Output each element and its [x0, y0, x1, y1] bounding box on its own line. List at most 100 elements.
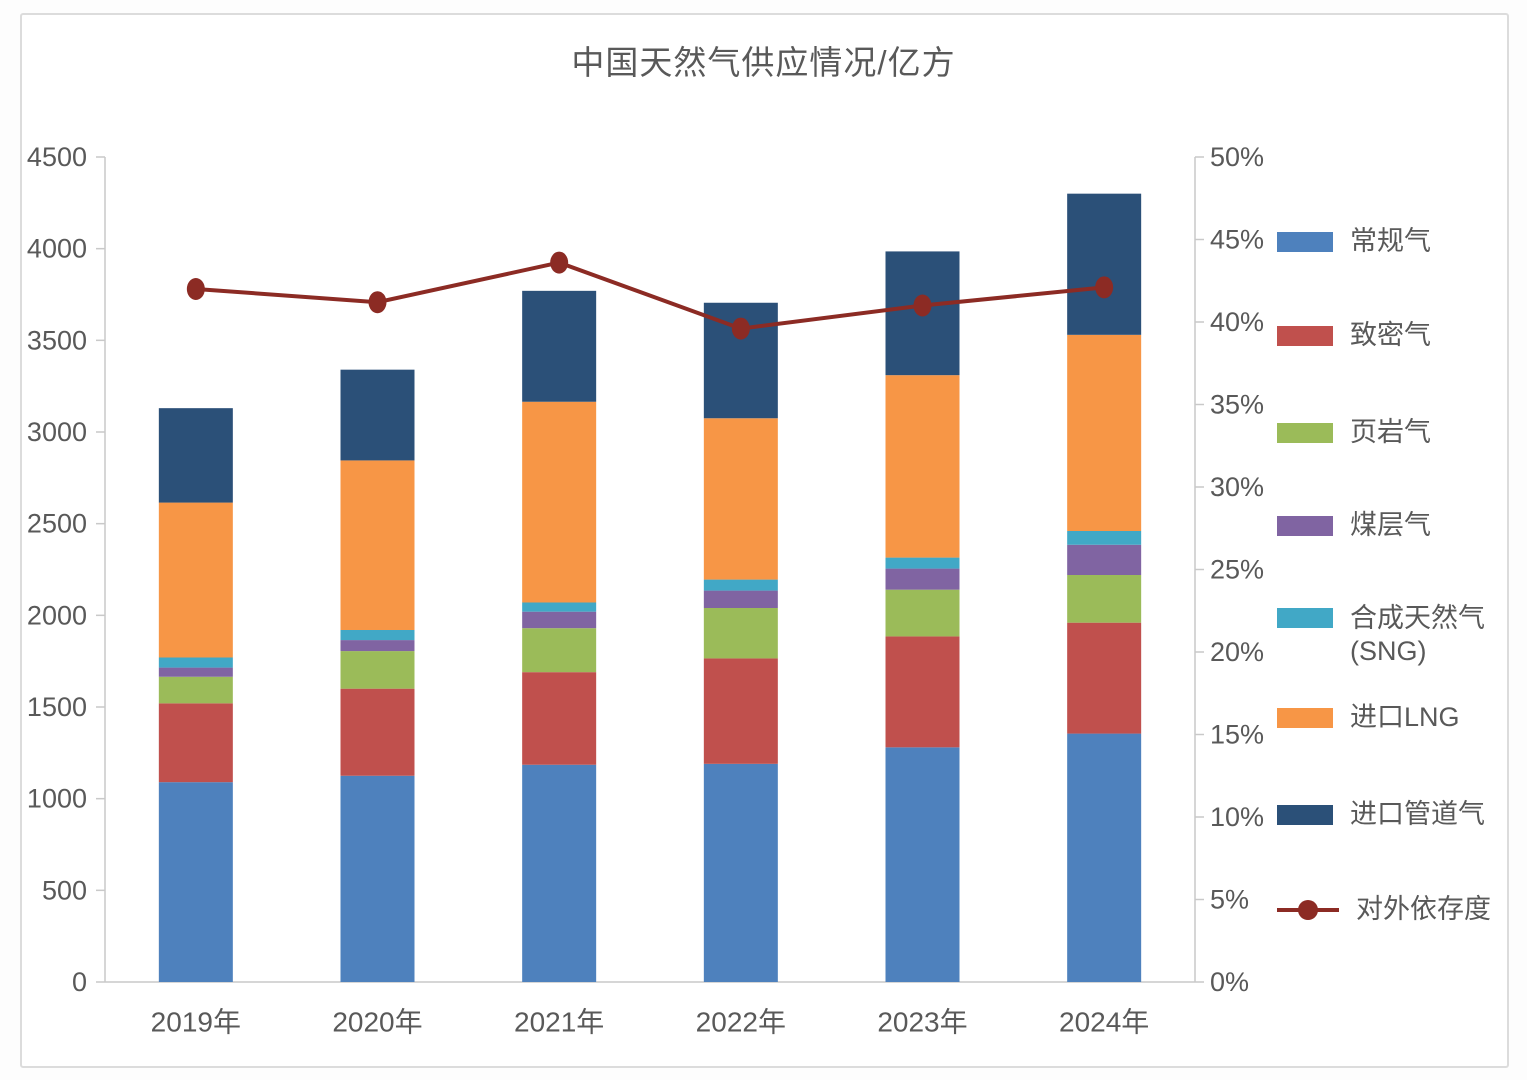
legend-label-imported-lng: 进口LNG: [1350, 702, 1460, 732]
bar-2021年: [522, 290, 597, 982]
x-axis-label: 2023年: [877, 1007, 967, 1038]
bar-segment: [158, 782, 233, 982]
bar-segment: [1067, 334, 1142, 531]
chart-legend: 常规气 致密气 页岩气 煤层气 合成天然气(SNG) 进口LNG 进口管道气: [1277, 0, 1517, 1080]
bar-segment: [885, 375, 960, 558]
bar-segment: [703, 579, 778, 591]
legend-item-tight-gas: 致密气: [1277, 319, 1431, 352]
bar-segment: [158, 667, 233, 677]
bar-segment: [703, 658, 778, 764]
legend-label-external-dependence: 对外依存度: [1356, 894, 1491, 924]
legend-swatch-imported-lng: [1277, 707, 1333, 728]
right-axis-tick-label: 50%: [1210, 142, 1264, 172]
legend-label-conventional-gas: 常规气: [1350, 226, 1431, 256]
bar-segment: [158, 676, 233, 704]
legend-item-conventional-gas: 常规气: [1277, 225, 1431, 258]
line-marker: [186, 278, 205, 300]
bar-segment: [158, 703, 233, 783]
line-marker: [550, 251, 569, 274]
bar-segment: [885, 557, 960, 569]
bar-segment: [885, 589, 960, 637]
chart-title: 中国天然气供应情况/亿方: [571, 44, 956, 81]
legend-item-sng: 合成天然气(SNG): [1277, 602, 1515, 668]
bar-segment: [340, 460, 415, 630]
legend-item-coalbed-methane: 煤层气: [1277, 509, 1431, 542]
bar-2022年: [703, 302, 778, 982]
line-marker: [1095, 276, 1114, 299]
bar-segment: [1067, 193, 1142, 335]
bar-segment: [1067, 544, 1142, 575]
dependency-line-series: [186, 251, 1114, 340]
legend-swatch-coalbed-methane: [1277, 515, 1333, 536]
bar-2019年: [158, 408, 233, 982]
x-axis-labels: 2019年 2020年 2021年 2022年 2023年 2024年: [151, 1007, 1150, 1038]
bar-segment: [522, 611, 597, 629]
right-axis-tick-label: 5%: [1210, 885, 1249, 915]
bar-segment: [885, 568, 960, 590]
x-axis-label: 2019年: [151, 1007, 241, 1038]
legend-label-sng: 合成天然气(SNG): [1350, 603, 1485, 666]
bar-segment: [1067, 733, 1142, 982]
line-marker: [368, 291, 387, 314]
legend-item-imported-pipeline-gas: 进口管道气: [1277, 798, 1485, 831]
line-marker: [913, 294, 932, 317]
bar-segment: [340, 651, 415, 689]
left-axis-tick-label: 2500: [27, 509, 87, 539]
dependency-line: [195, 260, 1105, 331]
bar-segment: [340, 775, 415, 982]
right-axis-tick-label: 0%: [1210, 967, 1249, 997]
bar-segment: [703, 590, 778, 608]
bar-2020年: [340, 369, 415, 982]
right-axis-tick-label: 40%: [1210, 307, 1264, 337]
legend-swatch-sng: [1277, 608, 1333, 628]
line-marker: [731, 317, 750, 340]
x-axis-label: 2021年: [514, 1007, 604, 1038]
left-axis-tick-label: 1000: [27, 784, 87, 814]
legend-label-coalbed-methane: 煤层气: [1350, 510, 1431, 540]
bar-segment: [1067, 622, 1142, 734]
bar-segment: [1067, 531, 1142, 545]
left-axis-tick-label: 0: [72, 967, 87, 997]
right-axis-tick-label: 30%: [1210, 472, 1264, 502]
right-axis-tick-label: 45%: [1210, 225, 1264, 255]
legend-swatch-conventional-gas: [1277, 231, 1333, 252]
right-axis-tick-label: 25%: [1210, 555, 1264, 585]
right-axis: 0% 5% 10% 15% 20% 25% 30% 35% 40% 45% 50%: [1195, 142, 1264, 997]
left-axis-tick-label: 3000: [27, 417, 87, 447]
legend-item-imported-lng: 进口LNG: [1277, 701, 1460, 734]
bar-2023年: [885, 251, 960, 982]
left-axis-tick-label: 500: [42, 875, 87, 905]
bar-segment: [158, 408, 233, 503]
bar-segment: [340, 640, 415, 652]
legend-swatch-tight-gas: [1277, 325, 1333, 346]
legend-label-shale-gas: 页岩气: [1350, 417, 1431, 447]
bar-segment: [885, 636, 960, 748]
right-axis-tick-label: 20%: [1210, 637, 1264, 667]
bar-segment: [158, 502, 233, 658]
bar-segment: [522, 628, 597, 673]
bar-segment: [522, 401, 597, 603]
left-axis-tick-label: 2000: [27, 600, 87, 630]
axis-frame: [104, 157, 1196, 983]
legend-swatch-imported-pipeline-gas: [1277, 804, 1333, 825]
bar-segment: [522, 602, 597, 612]
x-axis-label: 2024年: [1059, 1007, 1149, 1038]
bar-2024年: [1067, 193, 1142, 982]
right-axis-tick-label: 35%: [1210, 390, 1264, 420]
bar-segment: [703, 608, 778, 659]
bar-segment: [522, 764, 597, 982]
legend-swatch-shale-gas: [1277, 422, 1333, 443]
x-axis-label: 2020年: [332, 1007, 422, 1038]
bar-segment: [703, 418, 778, 580]
stacked-bars: [158, 193, 1142, 982]
left-axis-tick-label: 4000: [27, 234, 87, 264]
line-marker-icon: [1298, 899, 1318, 920]
bar-segment: [885, 747, 960, 982]
bar-segment: [340, 688, 415, 776]
legend-item-shale-gas: 页岩气: [1277, 416, 1431, 449]
right-axis-tick-label: 15%: [1210, 720, 1264, 750]
left-axis-tick-label: 3500: [27, 325, 87, 355]
bar-segment: [522, 290, 597, 402]
